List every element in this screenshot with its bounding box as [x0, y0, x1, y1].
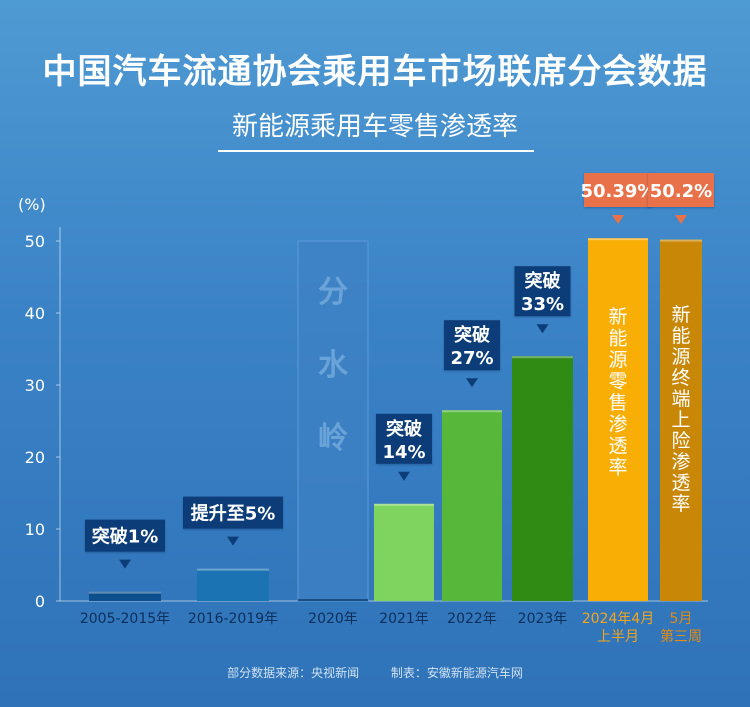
y-tick-label: 0: [35, 592, 45, 611]
bar-highlight: [660, 239, 702, 242]
subtitle-underline: [218, 150, 534, 152]
y-tick-label: 20: [25, 448, 45, 467]
watershed-char: 水: [318, 348, 349, 383]
bar-vertical-char: 上: [671, 409, 690, 431]
bar-vertical-char: 能: [608, 328, 627, 350]
bar-highlight: [197, 568, 269, 571]
bar-vertical-char: 率: [608, 457, 627, 479]
chart-bars: [89, 238, 702, 602]
callout-box: [444, 320, 500, 371]
x-tick-label: 5月: [670, 611, 693, 627]
x-tick-label: 2022年: [447, 611, 497, 627]
footer: 部分数据来源：央视新闻 制表：安徽新能源汽车网: [0, 664, 750, 681]
bar-highlight: [512, 356, 573, 359]
callout-arrow: [612, 215, 624, 224]
callout-label: 50.2%: [650, 181, 712, 202]
bar-highlight: [374, 503, 434, 506]
callout-label: 突破: [386, 418, 422, 440]
callout-arrow: [398, 471, 410, 481]
callout-box: [376, 413, 432, 464]
x-axis-labels: 2005-2015年 2016-2019年 2020年 2021年 2022年 2023年…: [80, 611, 702, 645]
bar-highlight: [442, 410, 502, 413]
y-axis-unit: (%): [18, 195, 46, 214]
footer-maker: 制表：安徽新能源汽车网: [390, 666, 523, 680]
callout-label: 14%: [382, 442, 425, 463]
x-tick-label: 2024年4月: [582, 611, 655, 627]
x-tick-label: 上半月: [597, 629, 639, 645]
bar: [588, 238, 648, 601]
callout-box: [514, 266, 571, 317]
bar-vertical-char: 端: [671, 388, 690, 410]
bar-vertical-char: 新: [671, 304, 690, 326]
watershed-char: 分: [318, 275, 348, 310]
bar-vertical-char: 渗: [671, 451, 690, 473]
bar-vertical-char: 能: [671, 325, 690, 347]
page-title: 中国汽车流通协会乘用车市场联席分会数据: [42, 52, 708, 92]
chart-subtitle: 新能源乘用车零售渗透率: [231, 112, 518, 142]
y-tick-label: 40: [25, 304, 45, 323]
bar-vertical-char: 透: [671, 472, 690, 494]
bar: [297, 240, 369, 602]
bar-highlight: [89, 591, 161, 594]
x-tick-label: 2005-2015年: [80, 611, 170, 627]
bar: [442, 410, 502, 601]
callout-label: 27%: [450, 348, 493, 369]
x-tick-label: 2021年: [379, 611, 429, 627]
bar: [512, 356, 573, 601]
callout-label: 突破: [525, 270, 561, 292]
bar-vertical-char: 险: [671, 430, 690, 452]
watershed-char: 岭: [318, 421, 348, 456]
callout-label: 提升至5%: [191, 503, 276, 525]
bar: [374, 503, 434, 601]
bar-vertical-char: 零: [608, 371, 627, 393]
bar: [660, 239, 702, 601]
callout-arrow: [119, 559, 131, 569]
x-tick-label: 2020年: [308, 611, 358, 627]
callout-label: 突破1%: [92, 526, 159, 548]
bar-vertical-char: 终: [671, 367, 690, 389]
callout-label: 50.39%: [581, 181, 656, 202]
y-tick-label: 50: [25, 232, 45, 251]
bar: [197, 568, 269, 601]
bar-vertical-char: 源: [608, 349, 627, 371]
y-tick-label: 10: [25, 520, 45, 539]
bar-vertical-char: 渗: [608, 414, 627, 436]
bar-highlight: [588, 238, 648, 241]
callout-box: [648, 173, 714, 207]
x-tick-label: 2023年: [518, 611, 568, 627]
callout-arrow: [227, 536, 239, 546]
bar-vertical-char: 率: [671, 493, 690, 515]
callout-arrow: [675, 215, 687, 224]
footer-source: 部分数据来源：央视新闻: [227, 666, 360, 680]
callout-arrow: [536, 324, 549, 334]
bar-vertical-char: 新: [608, 306, 627, 328]
x-tick-label: 2016-2019年: [188, 611, 278, 627]
bar: [89, 591, 161, 601]
callout-box: [183, 496, 283, 529]
chart-axes: (%) 0 10 20 30 40 50: [18, 195, 708, 611]
callout-label: 突破: [454, 324, 490, 346]
bar-vertical-char: 透: [608, 435, 627, 457]
bar-vertical-char: 源: [671, 346, 690, 368]
callout-box: [584, 173, 652, 207]
bar-vertical-char: 售: [608, 392, 627, 414]
callout-label: 33%: [521, 294, 564, 315]
x-tick-label: 第三周: [660, 628, 702, 645]
callout-box: [85, 519, 165, 552]
y-tick-label: 30: [25, 376, 45, 395]
callout-arrow: [466, 378, 478, 388]
